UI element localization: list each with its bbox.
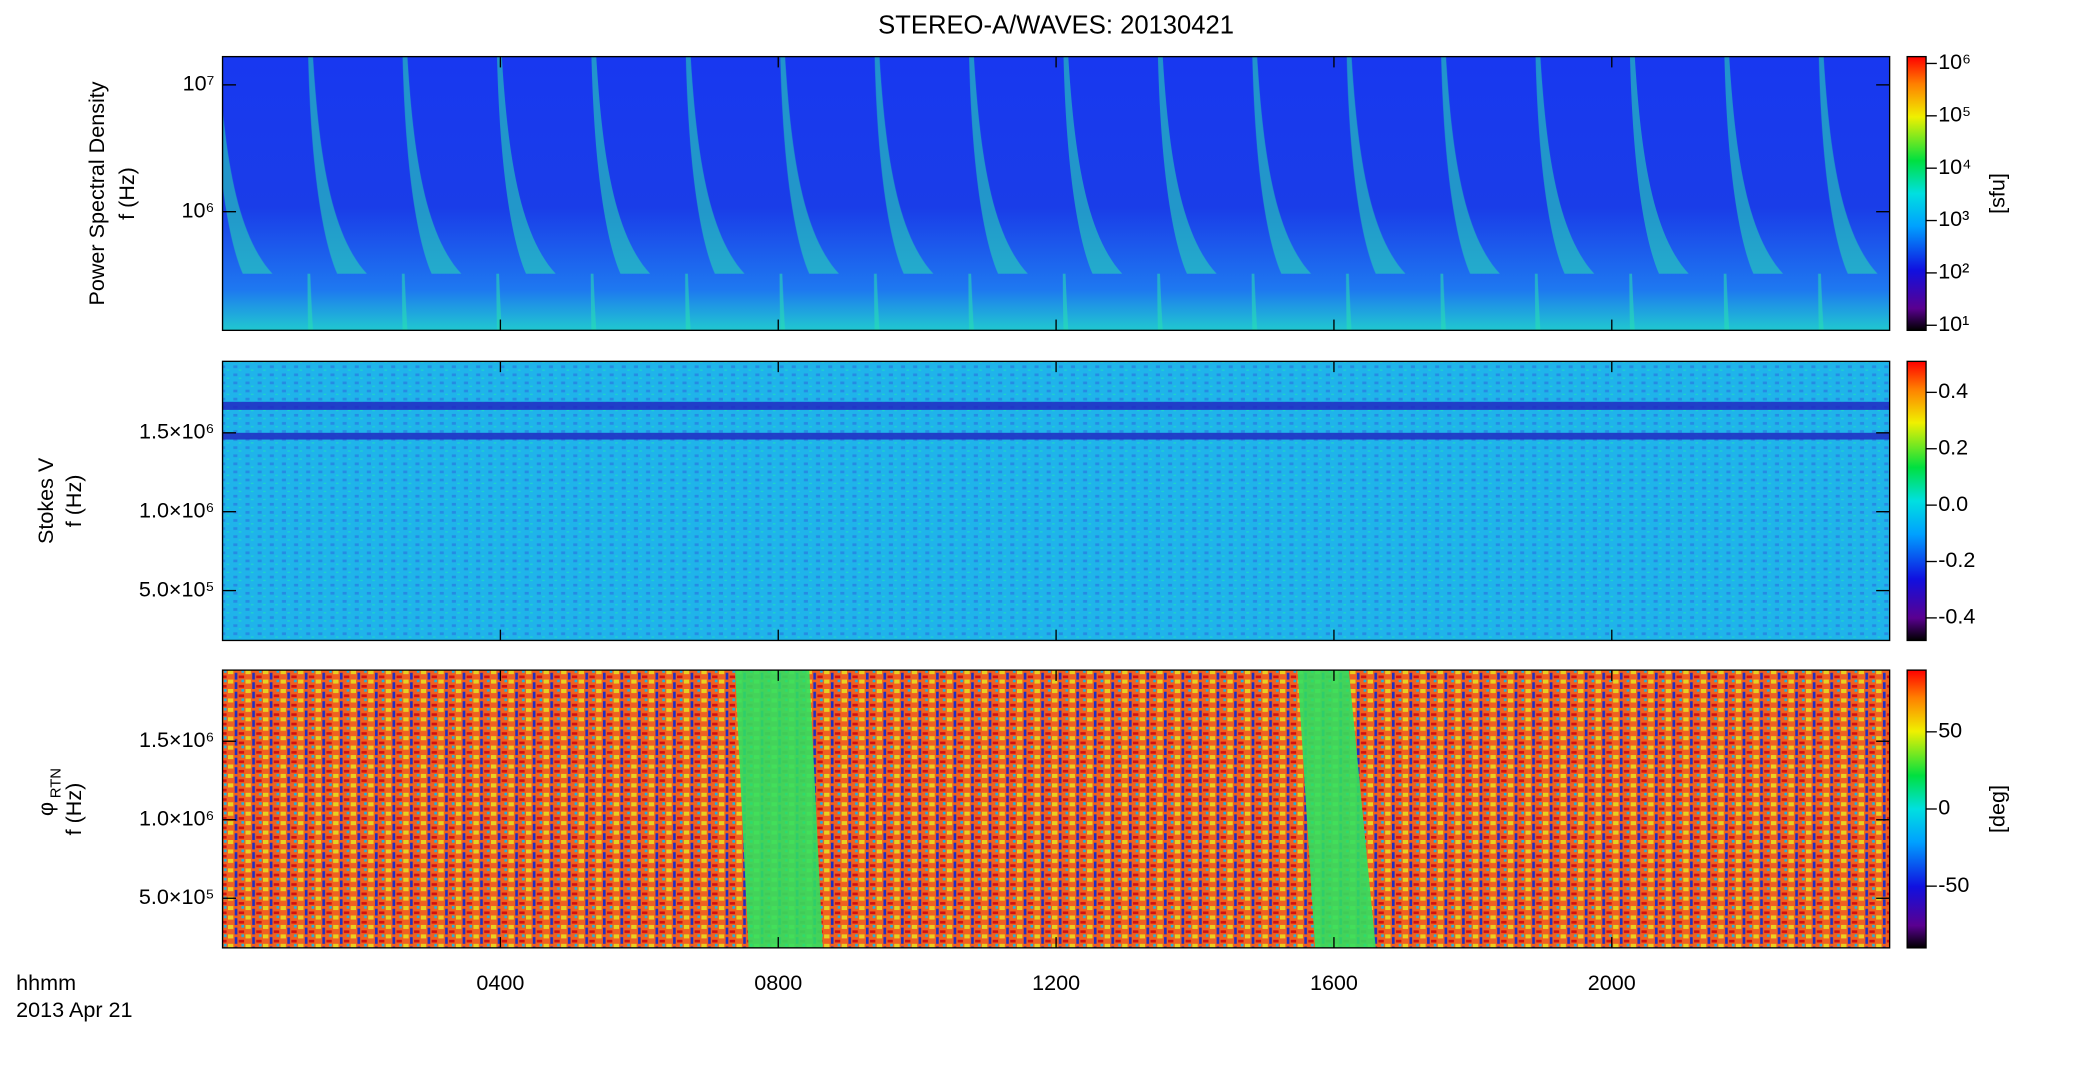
- y-axis-quantity: Stokes V: [33, 457, 58, 544]
- y-tick-label: 1.5×10⁶: [139, 727, 214, 752]
- y-tick-label: 10⁶: [182, 197, 215, 222]
- y-tick-label: 5.0×10⁵: [139, 576, 215, 601]
- y-tick-label: 1.0×10⁶: [139, 805, 214, 830]
- colorbar-tick-label: -0.2: [1938, 547, 1975, 572]
- colorbar-tick-label: 10¹: [1938, 311, 1969, 336]
- colorbar-tick-label: -50: [1938, 872, 1969, 897]
- panel-art: [222, 56, 1890, 948]
- colorbar-label: [deg]: [1985, 785, 2010, 833]
- colorbar-tick-label: 50: [1938, 718, 1962, 743]
- spectrogram-phase: [222, 670, 1890, 948]
- y-tick-label: 1.5×10⁶: [139, 419, 214, 444]
- x-tick-label: 1200: [1032, 970, 1080, 995]
- y-axis-label: f (Hz): [61, 475, 86, 528]
- colorbar-tick-label: 0.2: [1938, 434, 1968, 459]
- x-axis-label: 2013 Apr 21: [16, 997, 132, 1022]
- spectrogram-bursts: [222, 56, 1890, 331]
- colorbar-tick-label: 0.4: [1938, 378, 1968, 403]
- y-tick-label: 1.0×10⁶: [139, 497, 214, 522]
- burst-band: [1297, 670, 1376, 948]
- colorbar: [1906, 669, 1927, 949]
- x-tick-label: 2000: [1588, 970, 1636, 995]
- x-tick-label: 0800: [754, 970, 802, 995]
- y-axis-quantity: Power Spectral Density: [84, 81, 109, 305]
- band-line: [222, 432, 1890, 440]
- colorbar-tick-label: 0: [1938, 795, 1950, 820]
- colorbar-tick-label: 0.0: [1938, 491, 1968, 516]
- x-tick-label: 1600: [1310, 970, 1358, 995]
- colorbar-label: [sfu]: [1985, 173, 2010, 214]
- colorbar: [1906, 360, 1927, 642]
- chart-title: STEREO-A/WAVES: 20130421: [878, 12, 1234, 40]
- y-axis-label: f (Hz): [61, 783, 86, 836]
- x-axis-label: hhmm: [16, 970, 76, 995]
- colorbar-tick-label: 10³: [1938, 206, 1969, 231]
- x-tick-label: 0400: [476, 970, 524, 995]
- colorbar-tick-label: 10²: [1938, 259, 1969, 284]
- burst-band: [735, 670, 823, 948]
- band-line: [222, 401, 1890, 410]
- y-axis-label: f (Hz): [114, 167, 139, 220]
- y-axis-quantity: φ: [33, 802, 58, 816]
- y-tick-label: 5.0×10⁵: [139, 884, 215, 909]
- colorbar-tick-label: 10⁶: [1938, 49, 1971, 74]
- colorbar-tick-label: -0.4: [1938, 604, 1975, 629]
- colorbar: [1906, 55, 1927, 332]
- y-axis-quantity-sub: RTN: [49, 768, 65, 798]
- colorbar-tick-label: 10⁵: [1938, 102, 1971, 127]
- colorbar-tick-label: 10⁴: [1938, 154, 1971, 179]
- y-tick-label: 10⁷: [183, 71, 215, 96]
